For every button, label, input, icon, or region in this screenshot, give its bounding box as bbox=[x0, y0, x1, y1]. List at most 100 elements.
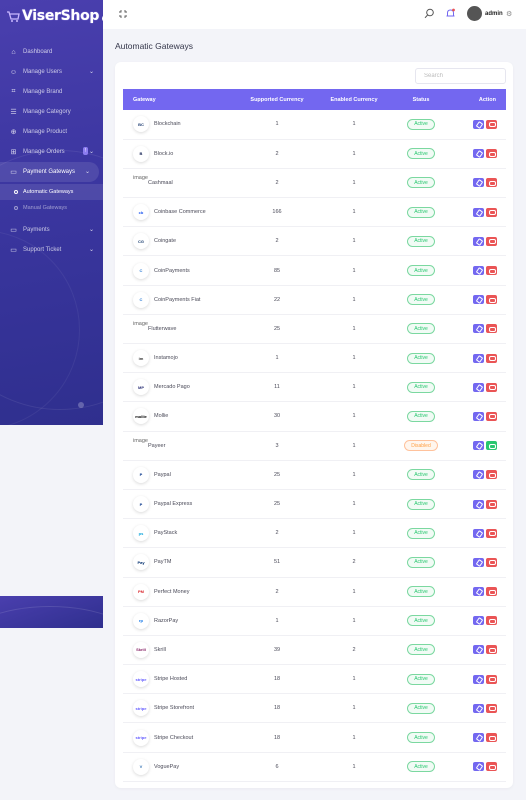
sidebar-item-payment-gateways[interactable]: ▭ Payment Gateways ⌄ bbox=[0, 162, 99, 182]
enabled-currency: 1 bbox=[352, 150, 356, 157]
fullscreen-icon[interactable] bbox=[118, 9, 128, 19]
edit-button[interactable] bbox=[473, 674, 484, 684]
disable-button[interactable] bbox=[486, 733, 497, 743]
status-cell: Disabled bbox=[392, 431, 450, 460]
action-cell bbox=[450, 227, 506, 256]
edit-button[interactable] bbox=[473, 616, 484, 626]
edit-button[interactable] bbox=[473, 587, 484, 597]
disable-button[interactable] bbox=[486, 557, 497, 567]
sidebar-decoration-dot bbox=[78, 402, 84, 408]
disable-button[interactable] bbox=[486, 324, 497, 334]
edit-button[interactable] bbox=[473, 528, 484, 538]
gateway-name: Instamojo bbox=[154, 355, 178, 362]
supported-currency: 25 bbox=[273, 471, 281, 478]
edit-button[interactable] bbox=[473, 178, 484, 188]
disable-button[interactable] bbox=[486, 295, 497, 305]
edit-button[interactable] bbox=[473, 353, 484, 363]
supported-currency: 18 bbox=[273, 705, 281, 712]
supported-currency: 25 bbox=[273, 325, 281, 332]
enabled-currency: 1 bbox=[352, 325, 356, 332]
status-cell: Active bbox=[392, 752, 450, 781]
edit-button[interactable] bbox=[473, 733, 484, 743]
sidebar-item-manage-brand[interactable]: ⌗ Manage Brand bbox=[0, 82, 103, 102]
avatar[interactable] bbox=[467, 6, 482, 21]
edit-button[interactable] bbox=[473, 703, 484, 713]
action-cell bbox=[450, 198, 506, 227]
disable-button[interactable] bbox=[486, 149, 497, 159]
disable-button[interactable] bbox=[486, 645, 497, 655]
disable-button[interactable] bbox=[486, 236, 497, 246]
disable-button[interactable] bbox=[486, 266, 497, 276]
sidebar-item-payments[interactable]: ▭ Payments ⌄ bbox=[0, 220, 103, 240]
search-icon[interactable] bbox=[424, 8, 435, 19]
disable-button[interactable] bbox=[486, 119, 497, 129]
disable-button[interactable] bbox=[486, 382, 497, 392]
disable-button[interactable] bbox=[486, 762, 497, 772]
sidebar-item-dashboard[interactable]: ⌂ Dashboard bbox=[0, 42, 103, 62]
edit-button[interactable] bbox=[473, 324, 484, 334]
disable-button[interactable] bbox=[486, 499, 497, 509]
tag-icon: ⌗ bbox=[11, 88, 16, 95]
box-icon: ⊕ bbox=[10, 129, 17, 136]
status-badge: Disabled bbox=[404, 440, 438, 452]
sidebar-item-manage-product[interactable]: ⊕ Manage Product bbox=[0, 122, 103, 142]
edit-button[interactable] bbox=[473, 236, 484, 246]
sidebar-item-manage-category[interactable]: ☰ Manage Category bbox=[0, 102, 103, 122]
search-input[interactable] bbox=[415, 68, 506, 84]
status-cell: Active bbox=[392, 402, 450, 431]
status-badge: Active bbox=[407, 498, 435, 510]
bell-icon[interactable] bbox=[445, 8, 456, 19]
edit-button[interactable] bbox=[473, 119, 484, 129]
sidebar-item-support-ticket[interactable]: ▭ Support Ticket ⌄ bbox=[0, 240, 103, 260]
disable-button[interactable] bbox=[486, 353, 497, 363]
edit-button[interactable] bbox=[473, 645, 484, 655]
status-cell: Active bbox=[392, 139, 450, 168]
edit-button[interactable] bbox=[473, 149, 484, 159]
edit-button[interactable] bbox=[473, 470, 484, 480]
edit-button[interactable] bbox=[473, 441, 484, 451]
sidebar-item-label: Payment Gateways bbox=[23, 169, 76, 175]
supported-currency: 30 bbox=[273, 413, 281, 420]
edit-button[interactable] bbox=[473, 499, 484, 509]
disable-button[interactable] bbox=[486, 207, 497, 217]
edit-button[interactable] bbox=[473, 557, 484, 567]
disable-button[interactable] bbox=[486, 616, 497, 626]
disable-button[interactable] bbox=[486, 411, 497, 421]
edit-button[interactable] bbox=[473, 762, 484, 772]
disable-button[interactable] bbox=[486, 528, 497, 538]
gear-icon[interactable]: ⚙ bbox=[506, 11, 513, 18]
chevron-down-icon: ⌄ bbox=[88, 247, 94, 253]
gateway-cell: V VoguePay bbox=[123, 752, 238, 781]
action-cell bbox=[450, 256, 506, 285]
disable-button[interactable] bbox=[486, 178, 497, 188]
sidebar-item-manage-users[interactable]: ☺ Manage Users ⌄ bbox=[0, 62, 103, 82]
supported-currency: 22 bbox=[273, 296, 281, 303]
sidebar-subitem-manual-gateways[interactable]: Manual Gateways bbox=[0, 200, 103, 216]
supported-currency: 18 bbox=[273, 734, 281, 741]
edit-button[interactable] bbox=[473, 295, 484, 305]
edit-button[interactable] bbox=[473, 266, 484, 276]
action-cell bbox=[450, 635, 506, 664]
edit-button[interactable] bbox=[473, 207, 484, 217]
disable-button[interactable] bbox=[486, 674, 497, 684]
sidebar-item-manage-orders[interactable]: ⊞ Manage Orders! ⌄ bbox=[0, 142, 103, 162]
credit-card-icon: ▭ bbox=[10, 169, 17, 176]
stripe-logo: stripe bbox=[133, 671, 149, 688]
edit-button[interactable] bbox=[473, 411, 484, 421]
sidebar-footer bbox=[0, 596, 103, 628]
logo[interactable]: ViserShop bbox=[6, 8, 103, 24]
disable-button[interactable] bbox=[486, 587, 497, 597]
enable-button[interactable] bbox=[486, 441, 497, 451]
sidebar-subitem-automatic-gateways[interactable]: Automatic Gateways bbox=[0, 184, 103, 200]
sidebar-submenu: Automatic Gateways Manual Gateways bbox=[0, 182, 103, 220]
edit-button[interactable] bbox=[473, 382, 484, 392]
instamojo-logo: im bbox=[133, 350, 149, 367]
admin-name[interactable]: admin bbox=[485, 11, 503, 17]
disable-button[interactable] bbox=[486, 703, 497, 713]
list-icon: ☰ bbox=[10, 109, 17, 116]
action-cell bbox=[450, 431, 506, 460]
sidebar-menu: ⌂ Dashboard ☺ Manage Users ⌄ ⌗ Manage Brand ☰ Ma… bbox=[0, 42, 103, 260]
sidebar-item-label: Manage Orders bbox=[23, 149, 65, 155]
disable-button[interactable] bbox=[486, 470, 497, 480]
table-row: C CoinPayments Fiat 22 1 Active bbox=[123, 285, 506, 315]
